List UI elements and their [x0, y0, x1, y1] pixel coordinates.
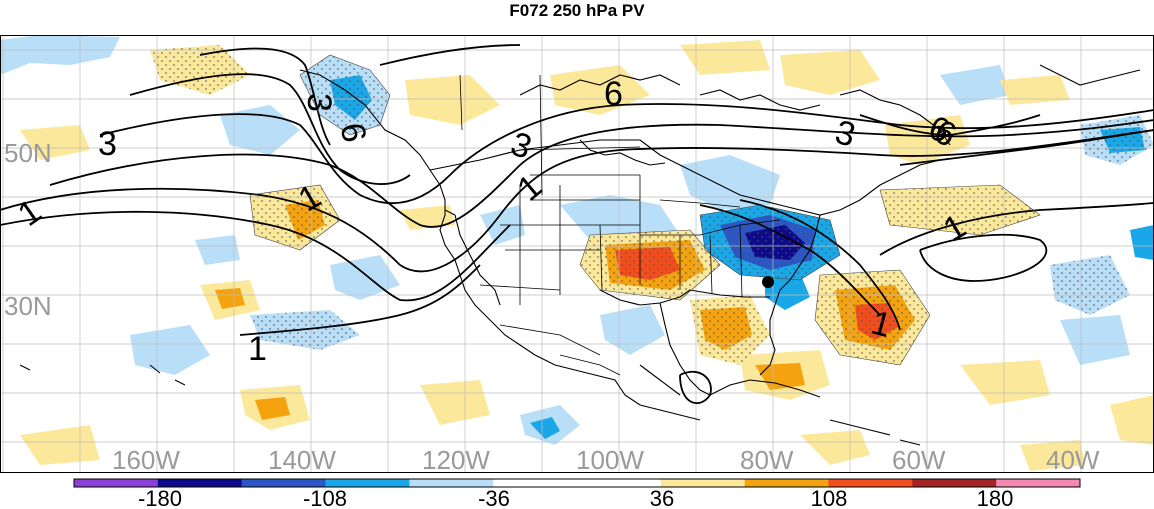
- pv-contour-label: 1: [248, 330, 267, 368]
- significance-stippling: [150, 45, 1154, 365]
- lat-lon-grid: [0, 35, 1154, 473]
- colorbar-swatches: [74, 479, 1081, 487]
- latitude-label-30n: 30N: [4, 291, 52, 321]
- colorbar-tick-label: 36: [650, 486, 674, 509]
- longitude-label-160w: 160W: [112, 445, 180, 473]
- longitude-label-120w: 120W: [422, 445, 490, 473]
- colorbar-swatch: [660, 479, 746, 487]
- map-title: F072 250 hPa PV: [509, 1, 645, 20]
- colorbar-swatch: [828, 479, 913, 487]
- colorbar-swatch: [912, 479, 997, 487]
- colorbar-swatch: [325, 479, 410, 487]
- colorbar-swatch: [157, 479, 243, 487]
- colorbar-tick-label: -180: [138, 486, 182, 509]
- colorbar-swatch: [74, 479, 159, 487]
- colorbar-outline: [73, 478, 1081, 488]
- colorbar-tick-label: 180: [977, 486, 1014, 509]
- longitude-label-40w: 40W: [1046, 445, 1100, 473]
- pv-contours: [0, 44, 1154, 405]
- latitude-label-50n: 50N: [4, 138, 52, 168]
- colorbar-swatch: [996, 479, 1081, 487]
- pv-contour-label: 6: [604, 75, 623, 113]
- pv-anomaly-contours: [249, 54, 1041, 366]
- colorbar-tick-label: -36: [478, 486, 510, 509]
- colorbar: -180 -108 -36 36 108 180: [73, 478, 1081, 509]
- longitude-label-140w: 140W: [268, 445, 336, 473]
- longitude-label-60w: 60W: [892, 445, 946, 473]
- colorbar-swatch: [577, 479, 662, 487]
- colorbar-tick-label: -108: [303, 486, 347, 509]
- colorbar-swatch: [493, 479, 578, 487]
- pv-contour-label: 3: [300, 93, 338, 112]
- longitude-label-80w: 80W: [740, 445, 794, 473]
- pv-contour-label: 3: [98, 125, 117, 163]
- colorbar-swatch: [409, 479, 494, 487]
- colorbar-swatch: [241, 479, 326, 487]
- location-marker-dot: [762, 276, 774, 288]
- colorbar-tick-label: 108: [811, 486, 848, 509]
- colorbar-swatch: [744, 479, 829, 487]
- longitude-label-100w: 100W: [576, 445, 644, 473]
- state-and-province-borders: [459, 74, 781, 376]
- map-frame: 50N 30N 160W 140W 120W 100W 80W 60W 40W …: [0, 35, 1154, 473]
